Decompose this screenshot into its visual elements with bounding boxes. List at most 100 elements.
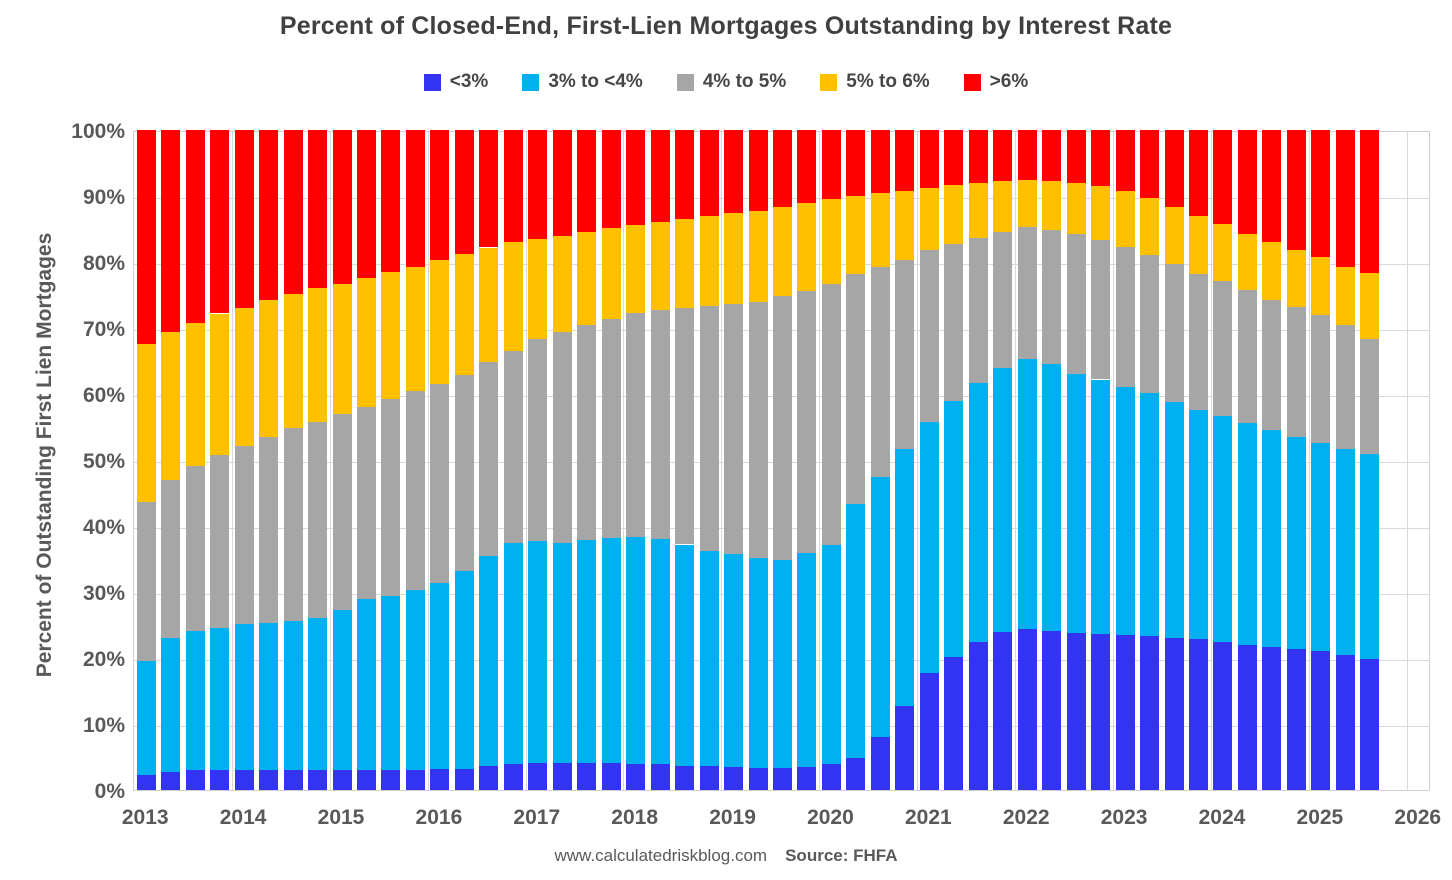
bar-segment [503,351,523,544]
bar-segment [1140,636,1160,790]
bar-segment [1360,659,1380,790]
year-gridline [1014,132,1016,790]
bar-segment [1066,234,1086,374]
y-tick-label: 60% [82,384,125,407]
stacked-bar-2025-q1 [1311,130,1331,790]
stacked-bar-2024-q3 [1262,130,1282,790]
x-tick-label: 2026 [1394,806,1442,829]
stacked-bar-2013-q4 [210,130,230,790]
bar-segment [1066,373,1086,633]
y-tick-label: 0% [94,780,125,803]
bar-segment [821,198,841,285]
bar-segment [773,207,792,297]
stacked-bar-2021-q2 [944,130,964,790]
bar-segment [797,291,817,554]
bar-segment [919,421,939,674]
bar-segment [1335,266,1355,326]
bar-segment [308,287,328,422]
bar-segment [895,130,915,191]
bar-segment [479,765,499,790]
plot-area [133,130,1430,791]
bar-segment [283,293,303,429]
bar-segment [1115,386,1135,635]
bar-segment [577,231,597,325]
bar-segment [699,130,719,216]
year-gridline [231,132,233,790]
bar-segment [1042,130,1062,181]
bar-segment [895,190,915,261]
bar-segment [993,130,1013,182]
stacked-bar-2022-q4 [1091,130,1111,790]
x-tick-label: 2014 [219,806,267,829]
stacked-bar-2015-q1 [332,130,352,790]
bar-segment [381,130,401,272]
bar-segment [381,271,401,400]
bar-segment [454,254,474,375]
y-tick-label: 90% [82,186,125,209]
stacked-bar-2024-q2 [1237,130,1257,790]
footer-source-text: Source: FHFA [785,846,898,865]
bar-segment [1017,130,1037,180]
stacked-bar-2013-q1 [136,130,156,790]
bar-segment [846,196,866,274]
bar-segment [626,763,646,790]
bar-segment [552,331,572,544]
bar-segment [356,598,376,770]
bar-segment [870,130,890,194]
bar-segment [699,766,719,790]
stacked-bar-2015-q3 [381,130,401,790]
x-tick-label: 2025 [1296,806,1344,829]
bar-segment [405,590,425,770]
bar-segment [626,225,646,313]
bar-segment [1262,242,1282,301]
bar-segment [430,582,450,769]
bar-segment [1115,246,1135,387]
bar-segment [454,768,474,790]
bar-segment [1213,130,1233,225]
stacked-bar-2023-q4 [1189,130,1209,790]
bar-segment [161,130,181,332]
bar-segment [528,762,548,790]
legend-item: 4% to 5% [676,71,786,93]
bar-segment [968,183,988,239]
bar-segment [1262,646,1282,790]
bar-segment [259,130,279,301]
bar-segment [1311,257,1331,315]
year-gridline [721,132,723,790]
bar-segment [479,130,499,248]
bar-segment [699,305,719,552]
bar-segment [1017,179,1037,228]
stacked-bar-2022-q2 [1042,130,1062,790]
bar-segment [1262,300,1282,431]
bar-segment [699,215,719,306]
stacked-bar-2018-q3 [675,130,695,790]
stacked-bar-2018-q4 [699,130,719,790]
stacked-bar-2017-q2 [552,130,572,790]
year-gridline [1210,132,1212,790]
bar-segment [1311,314,1331,443]
stacked-bar-2025-q3 [1360,130,1380,790]
legend-item: 5% to 6% [820,71,930,93]
bar-segment [1189,409,1209,639]
year-gridline [1112,132,1114,790]
bar-segment [332,130,352,284]
bar-segment [601,537,621,763]
bar-segment [161,331,181,480]
bar-segment [748,301,768,558]
stacked-bar-2020-q4 [895,130,915,790]
bar-segment [650,130,670,222]
bar-segment [919,250,939,422]
bar-segment [210,770,230,790]
stacked-bar-2019-q2 [748,130,768,790]
stacked-bar-2019-q4 [797,130,817,790]
bar-segment [1164,206,1184,264]
bar-segment [993,632,1013,790]
bar-segment [1042,180,1062,231]
legend-swatch-icon [522,73,540,91]
bar-segment [161,479,181,638]
bar-segment [1042,230,1062,365]
bar-segment [895,705,915,790]
bar-segment [577,762,597,790]
bar-segment [699,551,719,767]
bar-segment [724,303,744,555]
